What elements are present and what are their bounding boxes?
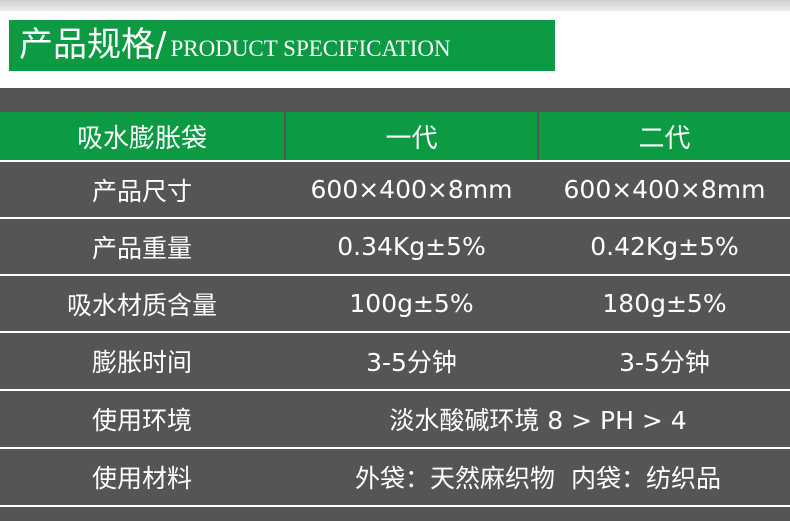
row-label: 膨胀时间	[0, 333, 284, 388]
cell: 180g±5%	[539, 276, 790, 331]
row-label: 使用材料	[0, 449, 284, 504]
table-row: 产品重量 0.34Kg±5% 0.42Kg±5%	[0, 219, 790, 274]
row-divider	[0, 331, 790, 333]
row-label: 使用环境	[0, 391, 284, 446]
cell: 600×400×8mm	[539, 162, 790, 217]
header-cell: 一代	[286, 112, 537, 160]
cell: 100g±5%	[286, 276, 537, 331]
table-row: 产品尺寸 600×400×8mm 600×400×8mm	[0, 162, 790, 217]
cell: 0.42Kg±5%	[539, 219, 790, 274]
section-title-banner: 产品规格/ PRODUCT SPECIFICATION	[9, 20, 555, 71]
title-cn: 产品规格/	[19, 25, 167, 65]
row-divider	[0, 160, 790, 162]
table-row: 吸水材质含量 100g±5% 180g±5%	[0, 276, 790, 331]
header-cell: 吸水膨胀袋	[0, 112, 284, 160]
row-divider	[0, 389, 790, 391]
row-label: 产品重量	[0, 219, 284, 274]
cell: 600×400×8mm	[286, 162, 537, 217]
cell: 3-5分钟	[286, 333, 537, 388]
title-en: PRODUCT SPECIFICATION	[170, 36, 451, 61]
table-row: 使用环境 淡水酸碱环境 8 > PH > 4	[0, 391, 790, 446]
header-cell: 二代	[539, 112, 790, 160]
cell: 0.34Kg±5%	[286, 219, 537, 274]
table-header-row: 吸水膨胀袋 一代 二代	[0, 112, 790, 160]
top-gradient-bar	[0, 0, 790, 11]
cell: 外袋：天然麻织物 内袋：纺织品	[286, 449, 790, 504]
cell: 淡水酸碱环境 8 > PH > 4	[286, 391, 790, 446]
row-label: 产品尺寸	[0, 162, 284, 217]
row-divider	[0, 447, 790, 449]
table-row: 使用材料 外袋：天然麻织物 内袋：纺织品	[0, 449, 790, 504]
row-divider	[0, 217, 790, 219]
row-label: 吸水材质含量	[0, 276, 284, 331]
table-row: 膨胀时间 3-5分钟 3-5分钟	[0, 333, 790, 388]
row-divider	[0, 274, 790, 276]
row-divider	[0, 505, 790, 507]
cell: 3-5分钟	[539, 333, 790, 388]
